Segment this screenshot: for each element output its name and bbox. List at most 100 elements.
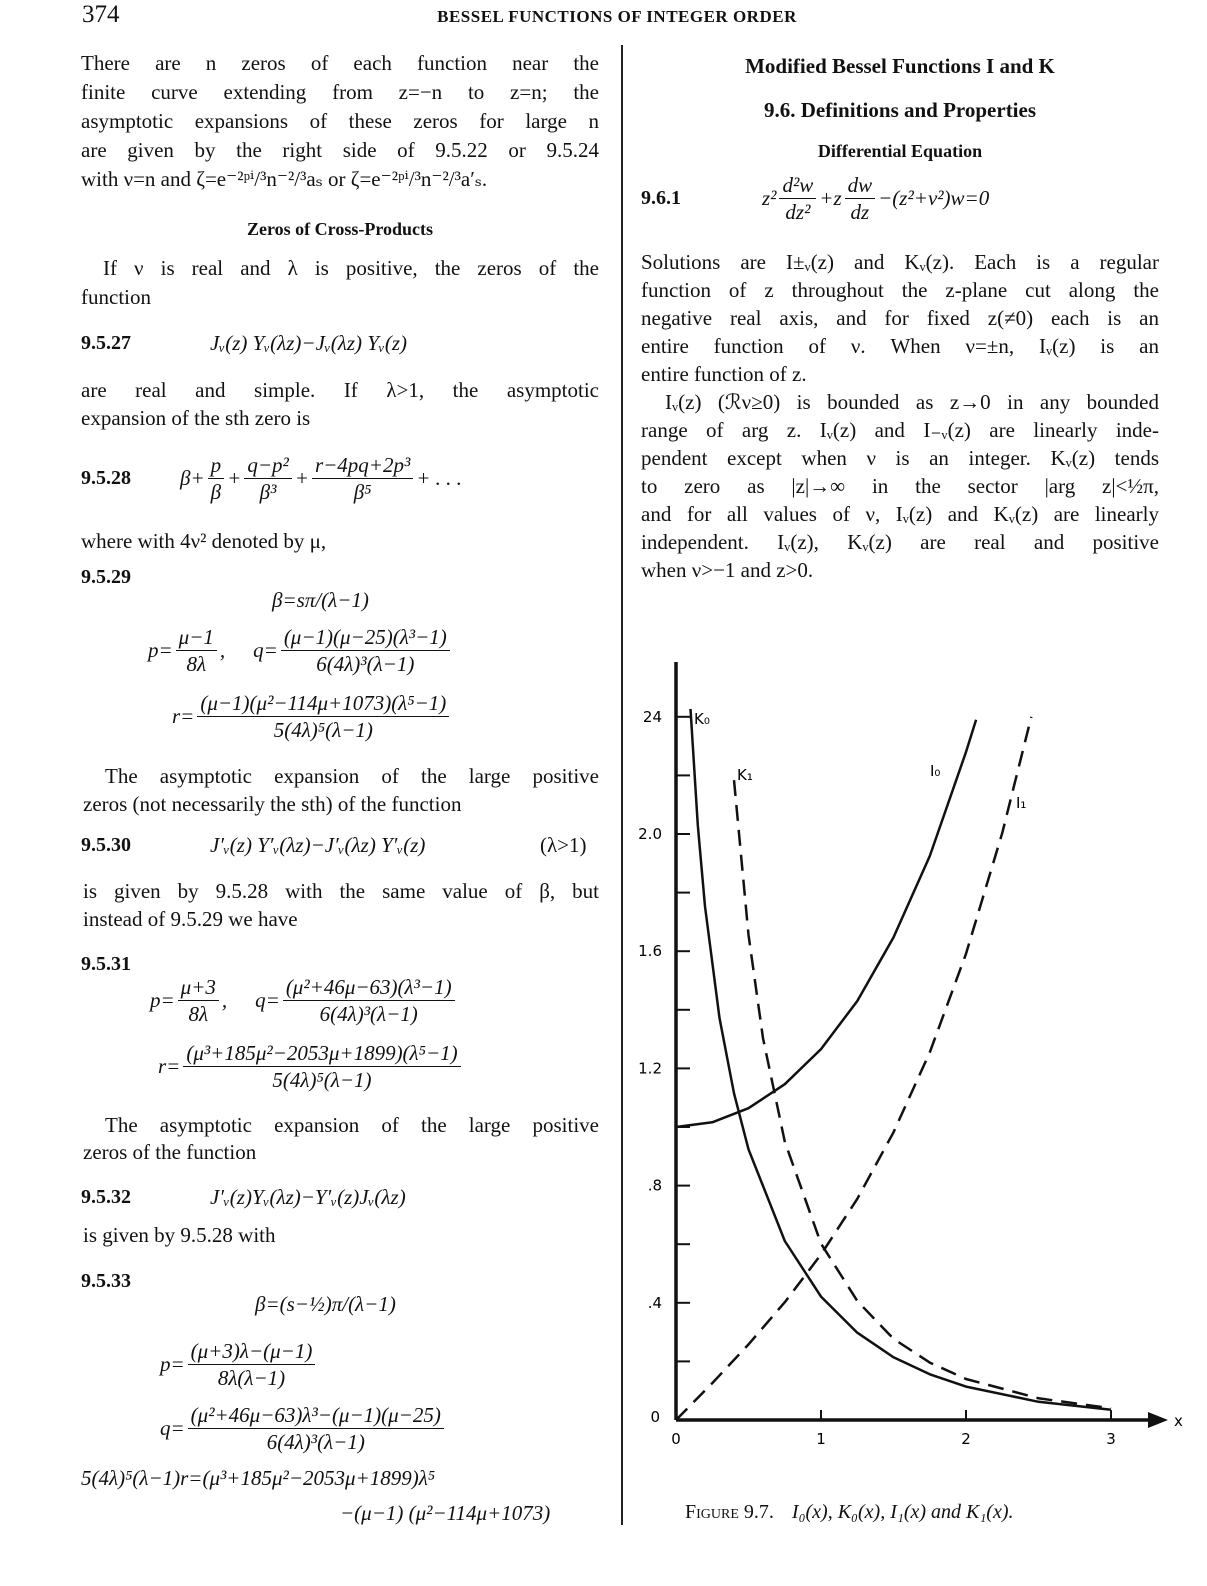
fraction: (μ³+185μ²−2053μ+1899)(λ⁵−1) 5(4λ)⁵(λ−1) bbox=[183, 1040, 461, 1093]
text-line: negative real axis, and for fixed z(≠0) … bbox=[641, 306, 1159, 330]
equation-beta: β=sπ/(λ−1) bbox=[272, 588, 369, 612]
text-line: instead of 9.5.29 we have bbox=[83, 907, 298, 931]
text-line: The asymptotic expansion of the large po… bbox=[105, 1113, 599, 1137]
text-line: is given by 9.5.28 with bbox=[83, 1223, 276, 1247]
denominator: β³ bbox=[259, 479, 277, 504]
eq-term: , bbox=[221, 988, 228, 1012]
fraction: μ+3 8λ bbox=[177, 974, 219, 1027]
text-line: entire function of z. bbox=[641, 362, 807, 386]
fraction: (μ²+46μ−63)λ³−(μ−1)(μ−25) 6(4λ)³(λ−1) bbox=[187, 1402, 444, 1455]
eq-term: β+ bbox=[180, 466, 205, 490]
eq-term: q= bbox=[255, 988, 280, 1012]
equation-p: p= (μ+3)λ−(μ−1) 8λ(λ−1) bbox=[160, 1336, 318, 1392]
x-tick-label: 1 bbox=[816, 1430, 826, 1448]
fraction: μ−1 8λ bbox=[175, 624, 217, 677]
eq-term: p= bbox=[160, 1352, 185, 1376]
numerator: r−4pq+2p³ bbox=[311, 452, 414, 479]
x-tick-label: 2 bbox=[961, 1430, 971, 1448]
text-line: entire function of ν. When ν=±n, Iᵥ(z) i… bbox=[641, 334, 1159, 358]
fraction: r−4pq+2p³ β⁵ bbox=[311, 452, 414, 505]
heading-zeros-cross-products: Zeros of Cross-Products bbox=[247, 219, 433, 239]
equation-q: q= (μ²+46μ−63)λ³−(μ−1)(μ−25) 6(4λ)³(λ−1) bbox=[160, 1400, 447, 1456]
y-tick-label: 24 bbox=[643, 708, 662, 726]
text-line: There are n zeros of each function near … bbox=[81, 51, 599, 75]
equation-beta: β=(s−½)π/(λ−1) bbox=[255, 1292, 396, 1316]
eq-term: +z bbox=[819, 186, 842, 210]
equation-9-6-1: z² d²w dz² +z dw dz −(z²+ν²)w=0 bbox=[762, 170, 989, 226]
column-divider bbox=[621, 45, 623, 1525]
numerator: μ−1 bbox=[175, 624, 217, 651]
equation-number: 9.5.30 bbox=[81, 834, 131, 856]
y-tick-label: 0 bbox=[650, 1408, 660, 1426]
equation-9-5-30: J′ᵥ(z) Y′ᵥ(λz)−J′ᵥ(λz) Y′ᵥ(z) bbox=[210, 833, 426, 857]
fraction: q−p² β³ bbox=[244, 452, 292, 505]
equation-9-5-27: Jᵥ(z) Yᵥ(λz)−Jᵥ(λz) Yᵥ(z) bbox=[210, 331, 407, 355]
series-label: I₁ bbox=[1016, 794, 1026, 812]
series-label: I₀ bbox=[930, 762, 940, 780]
fraction: (μ−1)(μ²−114μ+1073)(λ⁵−1) 5(4λ)⁵(λ−1) bbox=[197, 690, 450, 743]
denominator: 5(4λ)⁵(λ−1) bbox=[272, 1067, 372, 1092]
y-tick-label: 2.0 bbox=[638, 825, 662, 843]
denominator: 6(4λ)³(λ−1) bbox=[319, 1001, 418, 1026]
series-label: K₁ bbox=[737, 766, 753, 784]
numerator: q−p² bbox=[244, 452, 292, 479]
curve-K₀ bbox=[689, 708, 1112, 1411]
numerator: (μ²+46μ−63)λ³−(μ−1)(μ−25) bbox=[187, 1402, 444, 1429]
eq-term: r= bbox=[158, 1054, 181, 1078]
equation-r-line1: 5(4λ)⁵(λ−1)r=(μ³+185μ²−2053μ+1899)λ⁵ bbox=[81, 1466, 436, 1490]
text-line: asymptotic expansions of these zeros for… bbox=[81, 109, 599, 133]
curve-K₁ bbox=[732, 779, 1112, 1410]
fraction: (μ+3)λ−(μ−1) 8λ(λ−1) bbox=[187, 1338, 316, 1391]
denominator: 6(4λ)³(λ−1) bbox=[266, 1429, 365, 1454]
figure-caption-text: I₀(x), K₀(x), I₁(x) and K₁(x). bbox=[791, 1501, 1014, 1523]
figure-label: Figure 9.7. bbox=[685, 1501, 774, 1523]
x-tick-label: 0 bbox=[671, 1430, 681, 1448]
text-line: The asymptotic expansion of the large po… bbox=[105, 764, 599, 788]
eq-term: −(z²+ν²)w=0 bbox=[878, 186, 990, 210]
equation-number: 9.5.31 bbox=[81, 953, 131, 975]
numerator: μ+3 bbox=[177, 974, 219, 1001]
equation-r-line2: −(μ−1) (μ²−114μ+1073) bbox=[340, 1501, 551, 1525]
equation-number: 9.5.33 bbox=[81, 1270, 131, 1292]
eq-term: r= bbox=[172, 704, 195, 728]
denominator: 6(4λ)³(λ−1) bbox=[316, 651, 415, 676]
denominator: dz bbox=[850, 199, 870, 224]
fraction: d²w dz² bbox=[779, 172, 817, 225]
equation-r: r= (μ−1)(μ²−114μ+1073)(λ⁵−1) 5(4λ)⁵(λ−1) bbox=[172, 688, 452, 744]
numerator: (μ²+46μ−63)(λ³−1) bbox=[282, 974, 455, 1001]
numerator: (μ³+185μ²−2053μ+1899)(λ⁵−1) bbox=[183, 1040, 461, 1067]
denominator: β⁵ bbox=[353, 479, 372, 504]
equation-number: 9.5.27 bbox=[81, 332, 131, 354]
eq-term: + . . . bbox=[416, 466, 462, 490]
eq-term: q= bbox=[253, 638, 278, 662]
eq-term: q= bbox=[160, 1416, 185, 1440]
eq-term: , bbox=[219, 638, 226, 662]
text-line: where with 4ν² denoted by μ, bbox=[81, 529, 327, 553]
text-line: to zero as |z|→∞ in the sector |arg z|<½… bbox=[641, 474, 1159, 498]
eq-term: p= bbox=[150, 988, 175, 1012]
denominator: 8λ bbox=[188, 1001, 209, 1026]
fraction: (μ²+46μ−63)(λ³−1) 6(4λ)³(λ−1) bbox=[282, 974, 455, 1027]
text-line: Solutions are I±ᵥ(z) and Kᵥ(z). Each is … bbox=[641, 250, 1159, 274]
fraction: (μ−1)(μ−25)(λ³−1) 6(4λ)³(λ−1) bbox=[280, 624, 450, 677]
y-tick-label: 1.6 bbox=[638, 942, 662, 960]
numerator: (μ−1)(μ²−114μ+1073)(λ⁵−1) bbox=[197, 690, 450, 717]
eq-operator: + bbox=[227, 466, 242, 490]
text-line: zeros (not necessarily the sth) of the f… bbox=[83, 792, 462, 816]
numerator: dw bbox=[844, 172, 876, 199]
running-title: BESSEL FUNCTIONS OF INTEGER ORDER bbox=[437, 7, 797, 26]
x-axis-arrow-icon bbox=[1148, 1412, 1168, 1428]
numerator: (μ−1)(μ−25)(λ³−1) bbox=[280, 624, 450, 651]
heading-differential-equation: Differential Equation bbox=[817, 141, 983, 161]
eq-term: z² bbox=[762, 186, 777, 210]
equation-number: 9.5.28 bbox=[81, 467, 131, 489]
equation-condition: (λ>1) bbox=[540, 833, 587, 857]
fraction: dw dz bbox=[844, 172, 876, 225]
text-line: is given by 9.5.28 with the same value o… bbox=[83, 879, 599, 903]
numerator: p bbox=[207, 452, 225, 479]
series-label: K₀ bbox=[694, 710, 710, 728]
text-line: pendent except when ν is an integer. Kᵥ(… bbox=[641, 446, 1159, 470]
text-line: independent. Iᵥ(z), Kᵥ(z) are real and p… bbox=[641, 530, 1159, 554]
y-tick-label: 1.2 bbox=[638, 1059, 662, 1077]
denominator: 8λ bbox=[186, 651, 207, 676]
